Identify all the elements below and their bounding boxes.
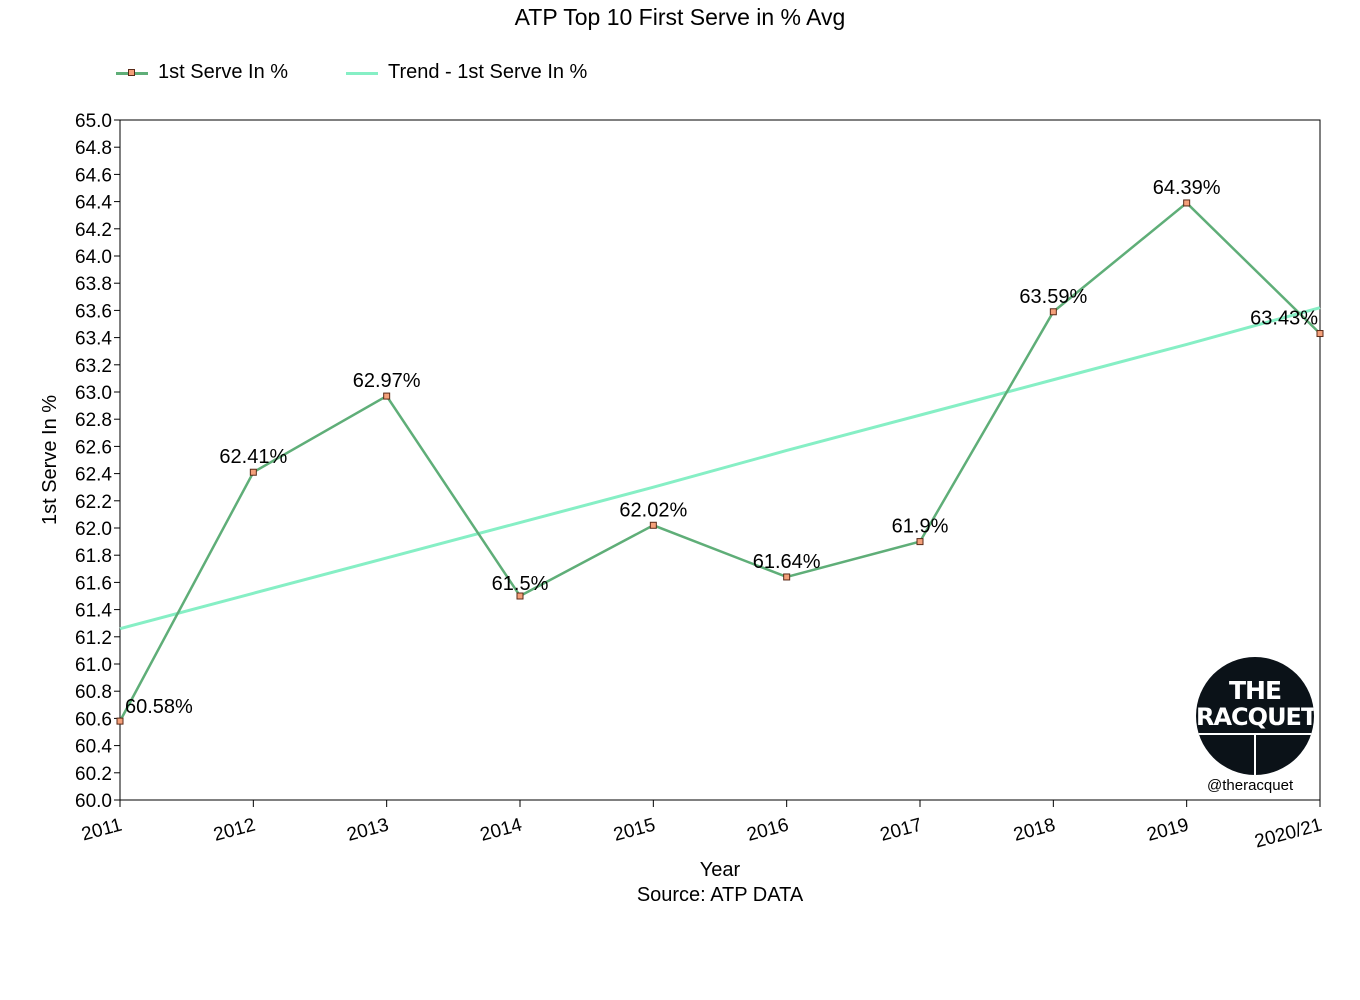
plot-frame xyxy=(119,119,1321,801)
x-tick-label: 2019 xyxy=(1145,815,1191,846)
y-tick-label: 65.0 xyxy=(75,111,112,132)
the-racquet-logo: THE RACQUET xyxy=(1196,657,1314,775)
x-tick-label: 2018 xyxy=(1011,815,1057,846)
y-tick-label: 64.2 xyxy=(75,220,112,241)
x-tick-label: 2014 xyxy=(478,814,525,845)
legend-label-series-1: 1st Serve In % xyxy=(158,61,289,83)
y-axis: 60.0 60.2 60.4 60.6 60.8 61.0 61.2 61.4 61.6 61.8… xyxy=(75,111,120,812)
data-markers xyxy=(116,199,1324,725)
y-tick-label: 60.0 xyxy=(75,791,112,812)
logo-center-line xyxy=(1254,733,1256,775)
x-axis: 2011 2012 2013 2014 2015 2016 2017 2018 2019 2020… xyxy=(79,800,1324,853)
y-tick-label: 63.4 xyxy=(75,329,112,350)
data-label: 63.43% xyxy=(1250,308,1318,330)
y-tick-label: 61.2 xyxy=(75,628,112,649)
data-point-marker xyxy=(783,573,791,581)
data-label: 63.59% xyxy=(1019,286,1087,308)
data-point-marker xyxy=(516,592,524,600)
chart-title: ATP Top 10 First Serve in % Avg xyxy=(514,4,846,30)
x-tick-label: 2011 xyxy=(79,815,124,846)
x-tick-label: 2016 xyxy=(745,815,791,846)
y-tick-label: 62.0 xyxy=(75,519,112,540)
data-point-marker xyxy=(1049,308,1057,316)
data-point-marker xyxy=(383,392,391,400)
y-tick-label: 64.4 xyxy=(75,193,112,214)
x-tick-label: 2012 xyxy=(211,815,257,846)
y-tick-label: 61.4 xyxy=(75,601,112,622)
legend-line-icon xyxy=(346,62,378,84)
y-tick-label: 61.8 xyxy=(75,546,112,567)
data-point-marker xyxy=(916,538,924,546)
y-tick-label: 64.6 xyxy=(75,165,112,186)
legend-label-trend: Trend - 1st Serve In % xyxy=(388,61,588,83)
data-label: 60.58% xyxy=(125,696,193,718)
source-note: Source: ATP DATA xyxy=(637,884,804,906)
data-label: 62.41% xyxy=(219,446,287,468)
y-tick-label: 61.6 xyxy=(75,573,112,594)
legend-item-series-1: 1st Serve In % xyxy=(116,61,288,84)
legend-line-marker-icon xyxy=(116,62,148,84)
y-tick-label: 62.2 xyxy=(75,492,112,513)
data-label: 61.9% xyxy=(892,516,949,538)
y-tick-label: 63.6 xyxy=(75,301,112,322)
data-label: 61.5% xyxy=(492,573,549,595)
x-axis-title: Year xyxy=(700,859,741,881)
y-tick-label: 60.6 xyxy=(75,709,112,730)
trend-line xyxy=(119,306,1321,631)
data-label: 62.97% xyxy=(353,370,421,392)
y-tick-label: 63.2 xyxy=(75,356,112,377)
y-tick-label: 62.6 xyxy=(75,437,112,458)
data-label: 64.39% xyxy=(1153,177,1221,199)
y-tick-label: 63.8 xyxy=(75,274,112,295)
data-point-marker xyxy=(249,468,257,476)
x-tick-label: 2013 xyxy=(345,815,391,846)
watermark-handle: @theracquet xyxy=(1207,777,1294,794)
y-tick-label: 61.0 xyxy=(75,655,112,676)
y-tick-label: 60.2 xyxy=(75,764,112,785)
data-labels: 60.58% 62.41% 62.97% 61.5% 62.02% 61.64% 61.9%… xyxy=(125,177,1318,718)
y-tick-label: 62.8 xyxy=(75,410,112,431)
data-point-marker xyxy=(1316,330,1324,338)
logo-text-the: THE xyxy=(1228,676,1282,705)
data-label: 62.02% xyxy=(619,499,687,521)
y-axis-title: 1st Serve In % xyxy=(39,395,61,525)
legend-item-trend: Trend - 1st Serve In % xyxy=(346,61,587,84)
data-point-marker xyxy=(1183,199,1191,207)
data-label: 61.64% xyxy=(753,551,821,573)
y-tick-label: 60.4 xyxy=(75,737,112,758)
y-tick-label: 62.4 xyxy=(75,465,112,486)
x-tick-label: 2015 xyxy=(611,815,657,846)
y-tick-label: 60.8 xyxy=(75,682,112,703)
logo-text-racquet: RACQUET xyxy=(1196,703,1314,731)
y-tick-label: 63.0 xyxy=(75,383,112,404)
data-point-marker xyxy=(649,521,657,529)
y-tick-label: 64.8 xyxy=(75,138,112,159)
y-tick-label: 64.0 xyxy=(75,247,112,268)
x-tick-label: 2017 xyxy=(878,815,924,846)
data-point-marker xyxy=(116,717,124,725)
series-line-first-serve xyxy=(118,201,1321,722)
x-tick-label: 2020/21 xyxy=(1253,815,1325,853)
